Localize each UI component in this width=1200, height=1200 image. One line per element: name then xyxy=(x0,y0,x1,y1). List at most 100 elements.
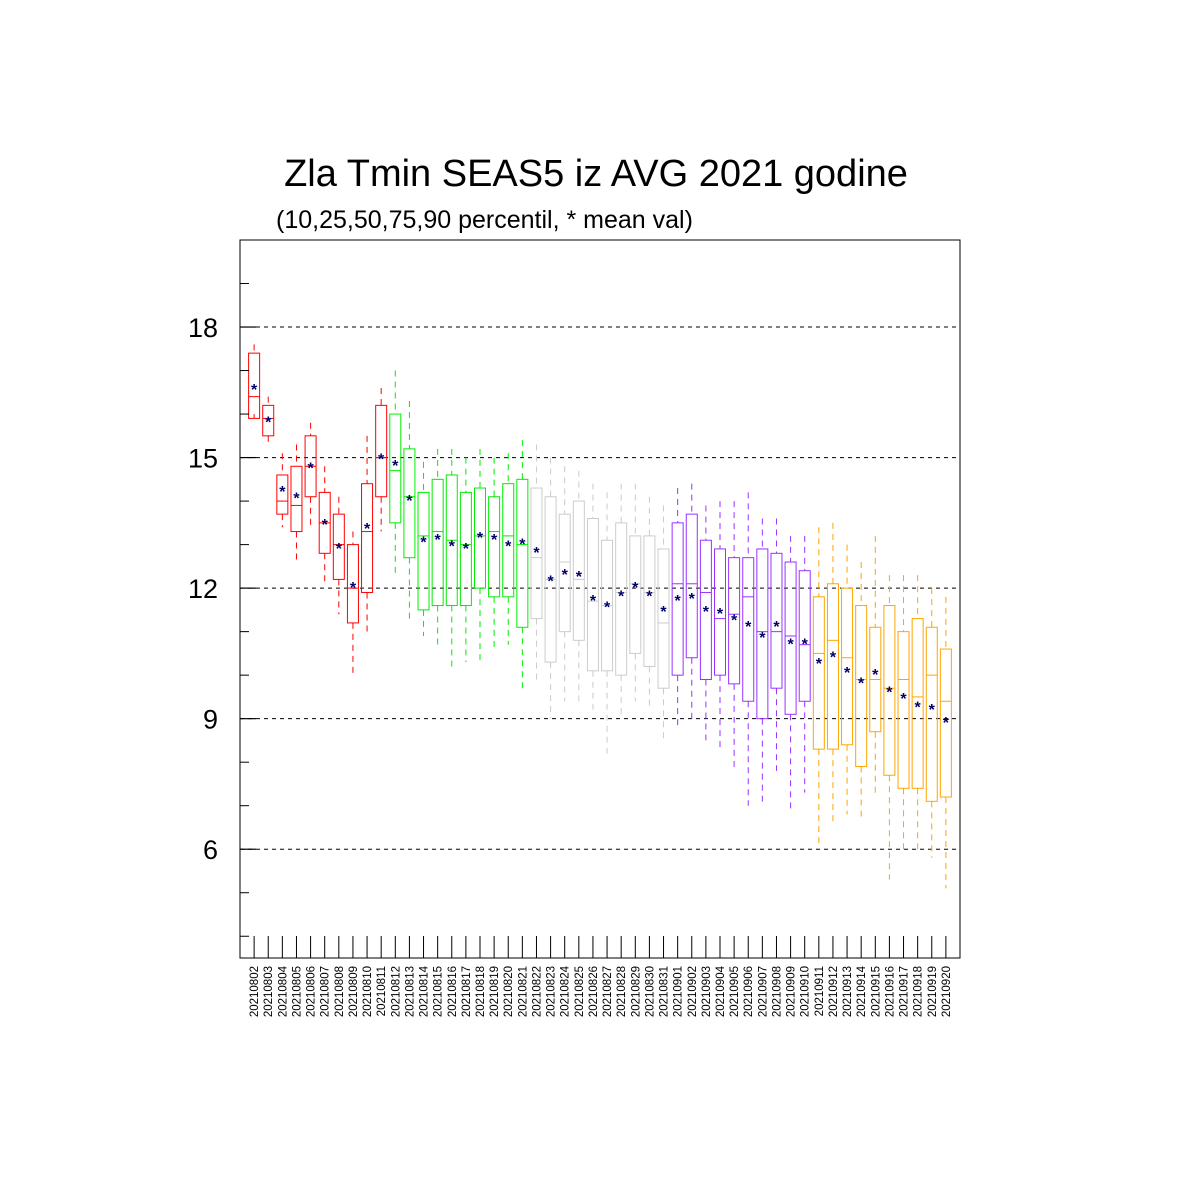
box-iqr xyxy=(897,631,910,789)
box-item: * xyxy=(643,496,656,710)
box-item: * xyxy=(586,483,599,710)
mean-marker: * xyxy=(392,458,399,475)
box-iqr xyxy=(728,557,741,685)
y-tick-label: 15 xyxy=(188,444,218,474)
box-item: * xyxy=(869,535,882,797)
gridlines xyxy=(240,326,960,850)
box-iqr xyxy=(911,618,924,789)
box-iqr xyxy=(572,500,585,641)
box-iqr xyxy=(530,487,543,620)
mean-marker: * xyxy=(929,702,936,719)
mean-marker: * xyxy=(435,532,442,549)
box-item: * xyxy=(459,457,472,663)
mean-marker: * xyxy=(505,539,512,556)
box-item: * xyxy=(742,492,755,806)
box-item: * xyxy=(361,435,374,632)
mean-marker: * xyxy=(590,593,597,610)
box-item: * xyxy=(855,562,868,819)
box-item: * xyxy=(841,544,854,815)
box-iqr xyxy=(431,478,444,607)
x-tick-label: 20210808 xyxy=(334,966,346,1017)
box-item: * xyxy=(714,501,726,750)
x-tick-label: 20210827 xyxy=(602,966,614,1017)
box-item: * xyxy=(488,457,501,650)
x-tick-label: 20210920 xyxy=(941,966,953,1017)
mean-marker: * xyxy=(364,521,371,538)
plot-frame xyxy=(239,239,961,959)
x-tick-label: 20210912 xyxy=(828,966,840,1017)
mean-marker: * xyxy=(350,580,357,597)
box-iqr xyxy=(699,539,712,681)
mean-marker: * xyxy=(547,573,554,590)
x-tick-label: 20210813 xyxy=(404,966,416,1017)
box-iqr xyxy=(262,404,275,437)
box-item: * xyxy=(572,470,585,702)
box-item: * xyxy=(925,588,938,858)
x-tick-label: 20210804 xyxy=(277,965,289,1017)
box-iqr xyxy=(812,596,825,750)
mean-marker: * xyxy=(632,580,639,597)
box-item: * xyxy=(445,448,458,671)
box-iqr xyxy=(841,587,854,746)
mean-marker: * xyxy=(378,452,385,469)
mean-marker: * xyxy=(646,589,653,606)
x-tick-label: 20210918 xyxy=(913,966,925,1017)
y-tick-label: 18 xyxy=(188,313,218,343)
box-item: * xyxy=(939,596,952,889)
box-item: * xyxy=(403,401,416,619)
box-item: * xyxy=(544,457,557,719)
box-iqr xyxy=(770,552,783,689)
mean-marker: * xyxy=(759,630,766,647)
x-tick-label: 20210908 xyxy=(771,966,783,1017)
x-tick-label: 20210907 xyxy=(757,966,769,1017)
mean-marker: * xyxy=(618,589,625,606)
mean-marker: * xyxy=(293,491,300,508)
mean-marker: * xyxy=(872,667,879,684)
x-tick-label: 20210805 xyxy=(291,966,303,1017)
box-item: * xyxy=(911,575,924,850)
mean-marker: * xyxy=(675,593,682,610)
x-tick-label: 20210821 xyxy=(517,966,529,1017)
mean-marker: * xyxy=(689,591,696,608)
x-tick-label: 20210806 xyxy=(306,966,318,1017)
mean-marker: * xyxy=(943,715,950,732)
mean-marker: * xyxy=(265,415,272,432)
box-item: * xyxy=(375,387,388,532)
box-item: * xyxy=(431,448,444,650)
box-iqr xyxy=(516,478,529,628)
x-tick-label: 20210825 xyxy=(574,966,586,1017)
box-iqr xyxy=(459,491,472,607)
box-iqr xyxy=(784,561,797,715)
mean-marker: * xyxy=(519,536,526,553)
box-iqr xyxy=(332,513,345,580)
box-iqr xyxy=(883,605,896,776)
mean-marker: * xyxy=(463,541,470,558)
x-tick-label: 20210914 xyxy=(856,965,868,1017)
x-tick-label: 20210809 xyxy=(348,966,360,1017)
box-iqr xyxy=(657,548,670,689)
mean-marker: * xyxy=(533,545,540,562)
x-tick-label: 20210802 xyxy=(249,966,261,1017)
mean-marker: * xyxy=(251,382,258,399)
x-tick-label: 20210811 xyxy=(376,966,388,1016)
x-tick-label: 20210826 xyxy=(588,966,600,1017)
box-iqr xyxy=(714,548,726,676)
box-iqr xyxy=(488,496,501,598)
box-item: * xyxy=(671,488,684,728)
box-item: * xyxy=(290,444,303,563)
y-tick-label: 12 xyxy=(188,574,218,604)
x-tick-label: 20210904 xyxy=(715,965,727,1017)
x-tick-label: 20210819 xyxy=(489,966,501,1017)
chart-title: Zla Tmin SEAS5 iz AVG 2021 godine xyxy=(284,153,908,195)
mean-marker: * xyxy=(604,600,611,617)
x-tick-label: 20210909 xyxy=(786,966,798,1017)
x-tick-label: 20210815 xyxy=(433,966,445,1017)
mean-marker: * xyxy=(576,569,583,586)
mean-marker: * xyxy=(830,650,837,667)
box-item: * xyxy=(474,448,486,663)
mean-marker: * xyxy=(915,700,922,717)
y-tick-label: 6 xyxy=(203,835,218,865)
x-tick-label: 20210823 xyxy=(546,966,558,1017)
box-iqr xyxy=(502,483,515,598)
